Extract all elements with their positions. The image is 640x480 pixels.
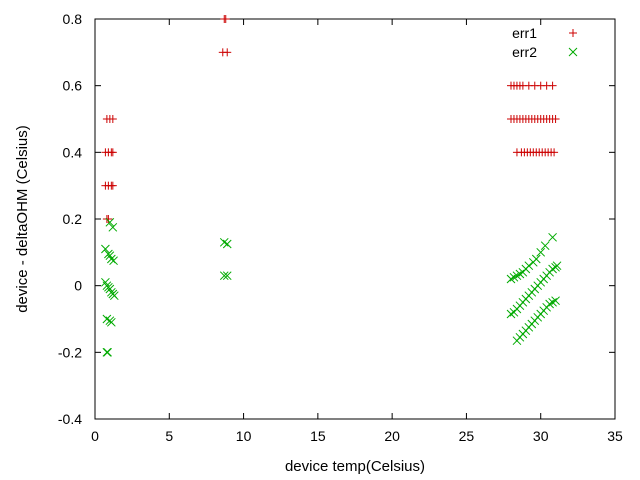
legend-marker-err1 — [569, 29, 577, 37]
point-err2 — [548, 232, 557, 242]
point-err2 — [219, 237, 229, 247]
point-err2 — [548, 264, 557, 274]
x-axis-label: device temp(Celsius) — [285, 458, 425, 475]
point-err2 — [552, 261, 562, 271]
y-tick-label: 0 — [74, 278, 82, 294]
point-err2 — [551, 296, 560, 306]
point-err2 — [531, 254, 541, 264]
point-err1 — [221, 15, 230, 23]
axis-ticks — [94, 18, 616, 420]
legend-marker-err2 — [568, 47, 578, 57]
point-err2 — [105, 217, 115, 227]
point-err2 — [548, 297, 557, 307]
point-err2 — [506, 309, 516, 319]
point-err2 — [524, 261, 534, 271]
y-tick-label: 0.8 — [63, 11, 83, 27]
legend: err1 err2 — [512, 25, 578, 60]
point-err2 — [222, 271, 232, 281]
point-err1 — [108, 148, 117, 157]
point-err2 — [540, 241, 550, 251]
y-tick-label: 0.2 — [63, 211, 83, 227]
y-tick-label: 0.4 — [63, 144, 83, 160]
y-tick-label: -0.4 — [58, 411, 82, 427]
point-err2 — [108, 222, 118, 232]
y-tick-label: -0.2 — [58, 344, 82, 360]
data-points — [101, 15, 562, 357]
y-tick-label: 0.6 — [63, 78, 83, 94]
series-err2 — [101, 217, 562, 357]
x-tick-label: 20 — [384, 428, 400, 444]
point-err1 — [551, 115, 560, 123]
x-tick-label: 30 — [533, 428, 549, 444]
point-err1 — [108, 115, 117, 123]
point-err2 — [109, 256, 118, 266]
point-err2 — [103, 347, 112, 357]
point-err2 — [219, 271, 229, 281]
x-tick-label: 10 — [236, 428, 252, 444]
point-err2 — [101, 277, 110, 287]
plot-frame — [94, 18, 616, 420]
point-err2 — [109, 291, 119, 301]
point-err1 — [548, 81, 557, 90]
x-tick-label: 25 — [459, 428, 475, 444]
point-err1 — [223, 48, 232, 57]
point-err2 — [106, 317, 116, 327]
x-tick-label: 35 — [607, 428, 623, 444]
x-tick-label: 0 — [91, 428, 99, 444]
axis-tick-labels: 0 5 10 15 20 25 30 35 -0.4 -0.2 0 0.2 0.4 0.6 0.8 — [58, 11, 623, 444]
point-err2 — [102, 347, 112, 357]
x-tick-label: 15 — [310, 428, 326, 444]
point-err2 — [536, 247, 546, 257]
point-err2 — [102, 314, 112, 324]
point-err1 — [108, 181, 117, 190]
y-axis-label: device - deltaOHM (Celsius) — [14, 125, 31, 313]
legend-label-err2: err2 — [512, 44, 537, 60]
x-tick-label: 5 — [165, 428, 173, 444]
series-err1 — [101, 15, 560, 223]
point-err2 — [101, 244, 110, 254]
legend-label-err1: err1 — [512, 25, 537, 41]
point-err1 — [104, 215, 113, 223]
point-err1 — [550, 148, 559, 157]
point-err2 — [222, 239, 232, 249]
